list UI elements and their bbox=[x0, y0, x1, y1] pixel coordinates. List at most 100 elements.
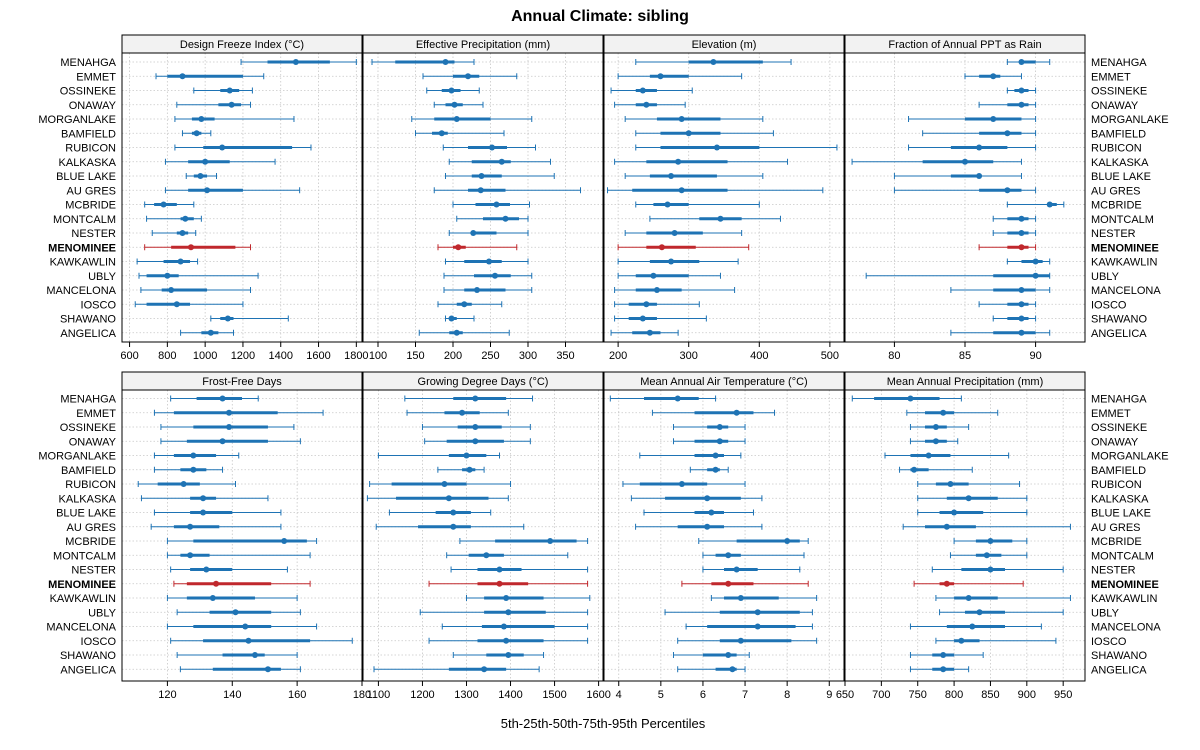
percentile-mark bbox=[437, 244, 518, 251]
site-label-right: ONAWAY bbox=[1091, 436, 1139, 448]
site-label-left: MENOMINEE bbox=[48, 579, 116, 591]
percentile-mark bbox=[160, 438, 301, 445]
percentile-mark bbox=[441, 623, 589, 630]
percentile-mark bbox=[424, 438, 531, 445]
median-point bbox=[737, 637, 744, 644]
percentile-mark bbox=[176, 101, 252, 108]
site-label-left: MCBRIDE bbox=[65, 200, 116, 212]
percentile-mark bbox=[174, 116, 295, 122]
percentile-mark bbox=[377, 452, 501, 459]
panel-frame bbox=[603, 389, 845, 682]
median-point bbox=[737, 595, 744, 601]
median-point bbox=[453, 329, 460, 336]
percentile-mark bbox=[164, 158, 276, 165]
x-tick-label: 5 bbox=[658, 689, 664, 701]
median-point bbox=[729, 666, 736, 673]
median-point bbox=[455, 244, 462, 251]
x-tick-label: 400 bbox=[750, 350, 768, 362]
panel-5: Frost-Free Days 120 140 160 180 MENAHGA EMMET O… bbox=[38, 371, 371, 701]
percentile-mark bbox=[176, 609, 301, 616]
percentile-mark bbox=[134, 301, 244, 308]
site-label-left: MANCELONA bbox=[46, 622, 116, 634]
x-tick-label: 200 bbox=[444, 350, 462, 362]
median-point bbox=[219, 144, 226, 151]
site-label-right: SHAWANO bbox=[1091, 314, 1147, 326]
site-label-left: ONAWAY bbox=[69, 436, 117, 448]
median-point bbox=[438, 130, 445, 137]
percentile-mark bbox=[445, 173, 555, 179]
median-point bbox=[190, 466, 197, 473]
percentile-mark bbox=[702, 566, 801, 573]
percentile-mark bbox=[698, 538, 809, 544]
percentile-mark bbox=[448, 230, 529, 236]
median-point bbox=[712, 452, 719, 459]
median-point bbox=[226, 409, 233, 416]
median-point bbox=[733, 409, 740, 416]
median-point bbox=[547, 538, 554, 544]
median-point bbox=[716, 424, 723, 430]
percentile-mark bbox=[437, 301, 503, 308]
median-point bbox=[224, 315, 231, 322]
x-tick-label: 1400 bbox=[268, 350, 292, 362]
percentile-mark bbox=[160, 424, 295, 430]
percentile-mark bbox=[908, 144, 1037, 151]
panel-4: Fraction of Annual PPT as Rain 80 85 90 MENA… bbox=[844, 34, 1169, 362]
percentile-mark bbox=[443, 272, 533, 279]
site-label-right: MCBRIDE bbox=[1091, 536, 1142, 548]
site-label-right: MENOMINEE bbox=[1091, 579, 1159, 591]
site-label-left: OSSINEKE bbox=[60, 422, 116, 434]
site-label-left: UBLY bbox=[88, 271, 117, 283]
percentile-mark bbox=[992, 230, 1037, 236]
median-point bbox=[496, 566, 503, 573]
percentile-mark bbox=[153, 452, 240, 459]
median-point bbox=[477, 187, 484, 194]
site-label-right: ONAWAY bbox=[1091, 100, 1139, 112]
median-point bbox=[474, 287, 480, 293]
median-point bbox=[940, 652, 947, 658]
x-tick-label: 750 bbox=[909, 689, 927, 701]
percentile-mark bbox=[170, 566, 288, 573]
median-point bbox=[190, 452, 197, 459]
site-label-left: BLUE LAKE bbox=[56, 508, 116, 520]
panel-2: Effective Precipitation (mm) 100 150 200 250… bbox=[362, 34, 604, 362]
median-point bbox=[983, 552, 990, 559]
median-point bbox=[472, 395, 479, 402]
percentile-mark bbox=[635, 201, 760, 208]
percentile-mark bbox=[649, 215, 781, 222]
median-point bbox=[754, 623, 761, 630]
x-tick-label: 800 bbox=[945, 689, 963, 701]
median-point bbox=[180, 481, 187, 487]
percentile-mark bbox=[617, 258, 739, 265]
chart-title: Annual Climate: sibling bbox=[511, 8, 689, 25]
percentile-mark bbox=[710, 595, 818, 601]
median-point bbox=[164, 272, 171, 279]
percentile-mark bbox=[617, 244, 750, 251]
site-label-right: MENAHGA bbox=[1091, 394, 1147, 406]
site-label-right: IOSCO bbox=[1091, 636, 1127, 648]
median-point bbox=[708, 509, 715, 516]
median-point bbox=[492, 272, 498, 279]
percentile-mark bbox=[138, 272, 259, 279]
panel-7: Mean Annual Air Temperature (°C) 4 5 6 7 8 9 bbox=[603, 371, 845, 701]
percentile-mark bbox=[935, 595, 1071, 601]
median-point bbox=[445, 495, 452, 502]
median-point bbox=[725, 652, 732, 658]
panel-title: Fraction of Annual PPT as Rain bbox=[888, 39, 1041, 51]
median-point bbox=[472, 424, 479, 430]
percentile-mark bbox=[185, 173, 217, 179]
panel-frame bbox=[362, 52, 604, 343]
percentile-mark bbox=[150, 523, 282, 530]
x-tick-label: 160 bbox=[288, 689, 306, 701]
median-point bbox=[1046, 201, 1053, 208]
median-point bbox=[1018, 87, 1025, 94]
median-point bbox=[503, 595, 510, 601]
percentile-mark bbox=[702, 552, 805, 559]
percentile-mark bbox=[170, 395, 259, 402]
percentile-mark bbox=[949, 552, 1028, 559]
percentile-mark bbox=[992, 315, 1037, 322]
percentile-mark bbox=[909, 424, 970, 430]
panel-frame bbox=[603, 52, 845, 343]
median-point bbox=[716, 438, 723, 445]
median-point bbox=[245, 637, 252, 644]
percentile-mark bbox=[908, 116, 1037, 122]
